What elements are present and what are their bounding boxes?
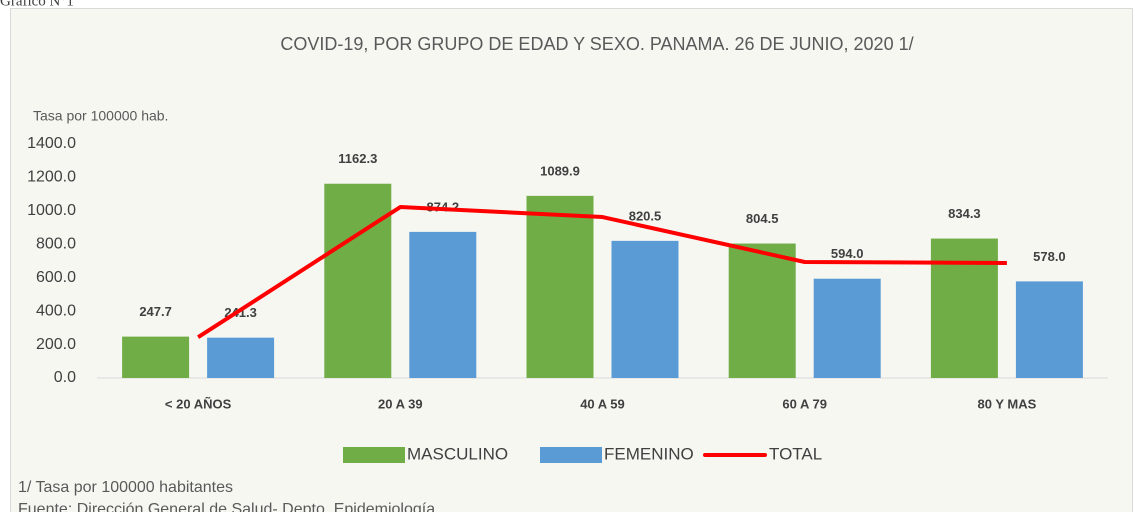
chart-title: COVID-19, POR GRUPO DE EDAD Y SEXO. PANA… [280, 34, 913, 54]
y-tick-label: 800.0 [36, 236, 76, 253]
footnote: 1/ Tasa por 100000 habitantes [18, 479, 233, 496]
x-tick-label: 60 A 79 [782, 396, 827, 411]
legend-label: MASCULINO [407, 444, 508, 463]
bar [728, 243, 796, 378]
x-tick-label: 20 A 39 [378, 396, 423, 411]
y-tick-label: 1400.0 [27, 135, 76, 152]
data-label: 1162.3 [338, 151, 377, 166]
data-label: 1089.9 [540, 163, 580, 178]
bar [409, 231, 477, 378]
bar [930, 238, 998, 378]
legend-swatch [343, 447, 405, 463]
line [197, 205, 1007, 339]
x-tick-label: < 20 AÑOS [165, 396, 232, 411]
data-label: 578.0 [1033, 249, 1066, 264]
bar [611, 240, 679, 378]
caption: Gráfico N°1 [0, 0, 74, 9]
data-label: 247.7 [139, 304, 172, 319]
y-tick-label: 1200.0 [27, 169, 76, 186]
y-tick-label: 600.0 [36, 269, 76, 286]
bar [324, 183, 392, 378]
y-tick-label: 200.0 [36, 336, 76, 353]
legend-label: TOTAL [769, 444, 822, 463]
bar [122, 336, 190, 378]
bar [526, 195, 594, 378]
bar [813, 278, 881, 378]
legend-swatch [540, 447, 602, 463]
y-tick-label: 0.0 [54, 369, 76, 386]
y-tick-label: 1000.0 [27, 202, 76, 219]
legend-label: FEMENINO [604, 444, 694, 463]
x-tick-label: 40 A 59 [580, 396, 625, 411]
data-label: 594.0 [831, 246, 864, 261]
x-tick-label: 80 Y MAS [978, 396, 1037, 411]
data-label: 834.3 [948, 206, 981, 221]
y-tick-label: 400.0 [36, 302, 76, 319]
data-label: 804.5 [746, 211, 779, 226]
y-axis-label: Tasa por 100000 hab. [33, 108, 168, 124]
source: Fuente: Dirección General de Salud- Dept… [18, 501, 435, 512]
bar [1015, 281, 1083, 378]
bar [207, 337, 275, 378]
data-label: 820.5 [629, 208, 662, 223]
